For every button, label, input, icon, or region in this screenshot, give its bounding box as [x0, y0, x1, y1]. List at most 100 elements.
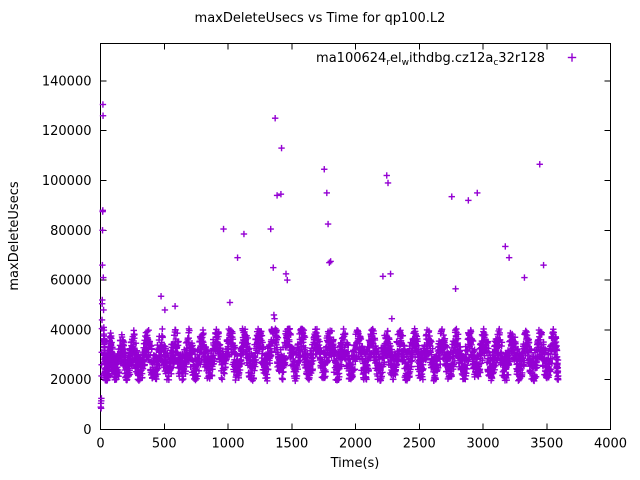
data-point	[253, 359, 260, 366]
data-point	[99, 101, 107, 108]
data-point	[99, 112, 107, 119]
data-point	[108, 370, 116, 377]
data-point	[388, 346, 396, 353]
data-point	[160, 348, 167, 356]
data-point	[420, 365, 427, 373]
data-point	[326, 259, 333, 266]
data-point	[347, 361, 354, 368]
data-point	[349, 373, 356, 380]
data-point	[197, 361, 204, 368]
data-point	[294, 365, 302, 373]
data-point	[229, 336, 237, 343]
data-point	[194, 373, 202, 380]
x-tick-label: 2500	[403, 437, 436, 452]
data-point	[99, 296, 106, 304]
data-point	[484, 338, 492, 345]
data-point	[344, 363, 351, 370]
data-point	[256, 345, 263, 352]
data-point	[234, 254, 241, 261]
data-point	[99, 207, 106, 214]
data-point	[236, 366, 244, 374]
data-point	[270, 264, 277, 271]
data-point	[334, 366, 342, 374]
data-point	[100, 306, 107, 314]
data-point	[250, 375, 258, 382]
data-point	[273, 344, 281, 351]
y-tick-label: 0	[83, 423, 91, 438]
x-tick-label: 3000	[466, 437, 499, 452]
data-point	[452, 285, 459, 292]
data-point	[479, 357, 486, 364]
data-point	[258, 332, 266, 339]
data-point	[488, 374, 496, 382]
x-tick-label: 2000	[339, 437, 372, 452]
data-point	[502, 243, 509, 250]
data-point	[271, 315, 278, 322]
data-point	[317, 344, 324, 352]
data-point	[210, 352, 217, 359]
data-point	[448, 193, 455, 200]
x-tick-label: 500	[152, 437, 177, 452]
data-point	[524, 351, 531, 359]
data-point	[351, 366, 359, 373]
data-point	[302, 344, 309, 352]
data-point	[373, 346, 380, 354]
data-point	[491, 366, 498, 373]
data-point	[371, 336, 379, 344]
data-point	[365, 366, 372, 374]
data-point	[384, 327, 391, 335]
data-point	[174, 329, 181, 337]
x-tick-label: 1500	[275, 437, 308, 452]
x-axis-ticks: 0 500 1000 1500 2000 2500 3000 3500 4000	[96, 43, 627, 452]
data-point	[441, 335, 449, 342]
data-point	[414, 338, 421, 345]
data-point	[240, 230, 248, 238]
data-point	[451, 357, 458, 365]
data-point	[100, 326, 108, 334]
data-point	[370, 330, 378, 337]
data-point	[218, 376, 226, 383]
data-point	[145, 349, 152, 356]
data-point	[279, 375, 286, 383]
data-point	[100, 274, 107, 281]
data-point	[324, 220, 332, 228]
data-point	[141, 361, 149, 368]
data-point	[154, 365, 162, 372]
data-point	[226, 299, 234, 306]
data-point	[159, 325, 166, 333]
data-point	[533, 364, 541, 371]
data-point	[274, 334, 282, 341]
data-point	[241, 326, 249, 333]
data-point	[208, 372, 216, 379]
data-point	[440, 331, 447, 339]
data-point	[238, 360, 245, 368]
data-point	[519, 369, 526, 377]
data-point	[180, 375, 187, 383]
data-point	[513, 346, 521, 354]
data-point	[252, 363, 259, 370]
data-point	[447, 354, 454, 361]
data-point	[432, 376, 439, 383]
data-point	[387, 270, 394, 278]
data-point	[528, 345, 535, 353]
data-point	[145, 326, 152, 334]
data-point	[308, 360, 316, 368]
data-point	[273, 333, 281, 340]
y-tick-label: 120000	[42, 124, 92, 139]
data-point	[251, 367, 258, 374]
data-point	[383, 172, 390, 179]
data-point	[465, 197, 472, 204]
data-point	[323, 189, 331, 197]
legend[interactable]: ma100624relwithdbg.cz12ac32r128	[316, 51, 577, 68]
data-point	[182, 367, 189, 375]
data-point	[200, 339, 207, 346]
data-point	[120, 339, 128, 346]
data-point	[475, 373, 482, 380]
data-point	[471, 346, 478, 353]
data-point	[171, 303, 179, 310]
data-point	[300, 326, 308, 334]
data-point	[282, 270, 290, 278]
data-point	[99, 261, 106, 269]
data-point	[321, 166, 328, 173]
